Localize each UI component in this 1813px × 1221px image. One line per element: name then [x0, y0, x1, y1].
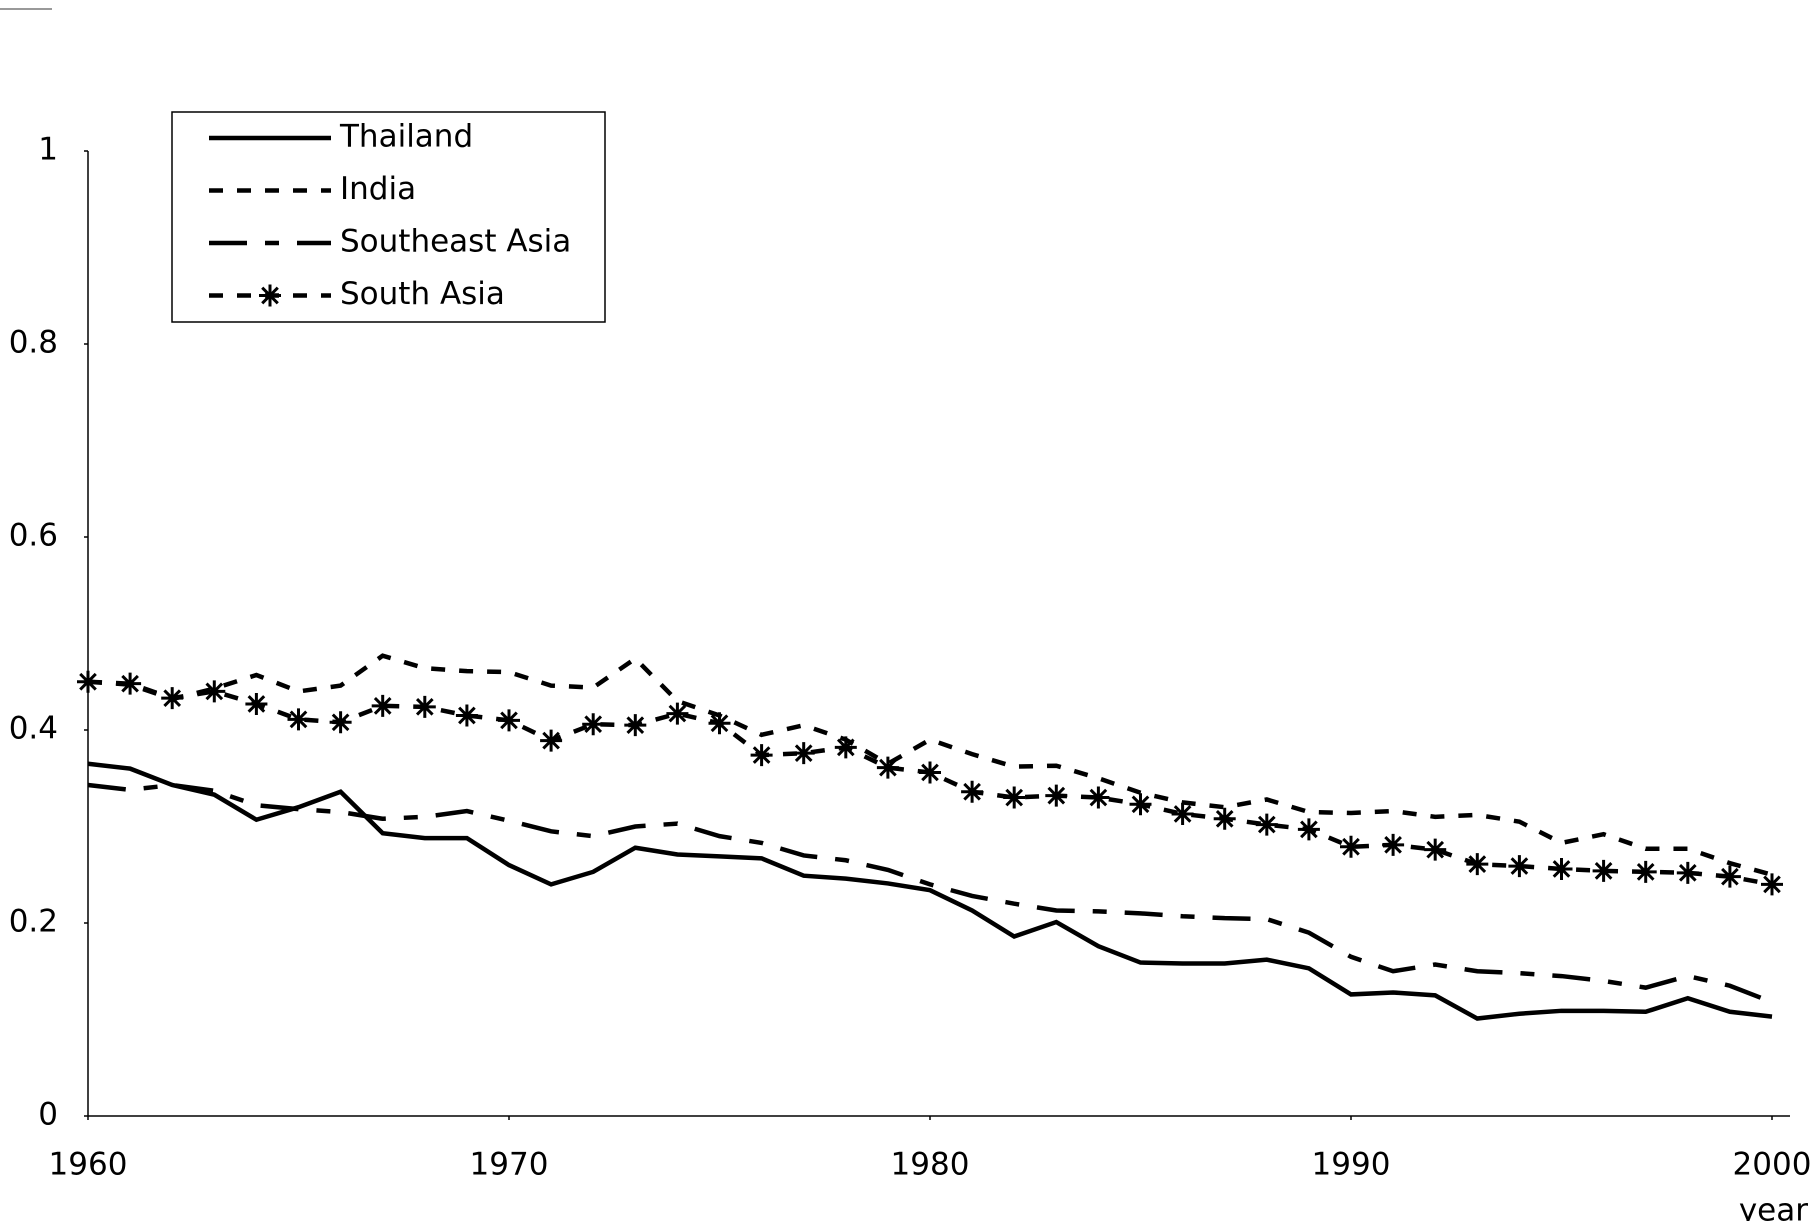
marker: [1255, 813, 1278, 836]
marker: [119, 672, 142, 695]
y-tick-label: 0.4: [9, 711, 58, 747]
legend-label: India: [340, 171, 416, 207]
marker: [708, 712, 731, 735]
y-tick-label: 0.6: [9, 518, 58, 554]
marker: [413, 695, 436, 718]
marker: [1045, 784, 1068, 807]
y-tick-label: 1: [38, 132, 58, 168]
x-tick-label: 1980: [891, 1147, 970, 1183]
marker: [498, 709, 520, 732]
series-line: [87, 761, 1773, 1021]
marker: [77, 670, 99, 693]
marker: [624, 714, 647, 737]
marker: [1297, 818, 1320, 841]
marker: [245, 692, 268, 715]
marker: [666, 702, 689, 725]
marker: [1171, 802, 1194, 825]
marker: [1340, 835, 1362, 858]
marker: [287, 708, 310, 731]
marker: [455, 704, 478, 727]
marker: [1382, 833, 1405, 856]
y-tick-label: 0.8: [9, 325, 58, 361]
y-tick-label: 0: [38, 1097, 58, 1133]
legend-label: South Asia: [340, 276, 505, 312]
marker: [1634, 860, 1657, 883]
marker: [371, 694, 394, 717]
marker: [1087, 786, 1110, 809]
marker: [1129, 793, 1152, 816]
marker: [1508, 855, 1531, 878]
marker: [876, 756, 899, 779]
marker: [1676, 861, 1699, 884]
series-line: [87, 653, 1773, 877]
marker: [792, 742, 815, 765]
marker: [1466, 853, 1489, 876]
legend-box: [171, 111, 606, 323]
x-tick-label: 1970: [470, 1147, 549, 1183]
marker: [750, 744, 773, 767]
marker: [1718, 865, 1741, 888]
marker: [919, 761, 941, 784]
marker: [582, 713, 605, 736]
marker: [203, 680, 226, 703]
legend-marker: [259, 284, 281, 307]
marker: [1424, 838, 1447, 861]
x-axis-label: year: [1739, 1193, 1808, 1221]
marker: [1003, 786, 1026, 809]
marker: [1550, 857, 1573, 880]
x-tick-label: 1990: [1312, 1147, 1391, 1183]
marker: [961, 780, 984, 803]
marker: [540, 729, 563, 752]
y-tick-label: 0.2: [9, 904, 58, 940]
x-tick-label: 2000: [1733, 1147, 1812, 1183]
marker: [329, 711, 352, 734]
marker: [161, 687, 184, 710]
legend-label: Thailand: [339, 119, 473, 155]
marker: [1592, 859, 1615, 882]
series-line: [87, 782, 1773, 1005]
marker: [1761, 873, 1783, 896]
x-tick-label: 1960: [49, 1147, 128, 1183]
legend-label: Southeast Asia: [340, 224, 571, 260]
marker: [834, 736, 857, 759]
marker: [1213, 807, 1236, 830]
